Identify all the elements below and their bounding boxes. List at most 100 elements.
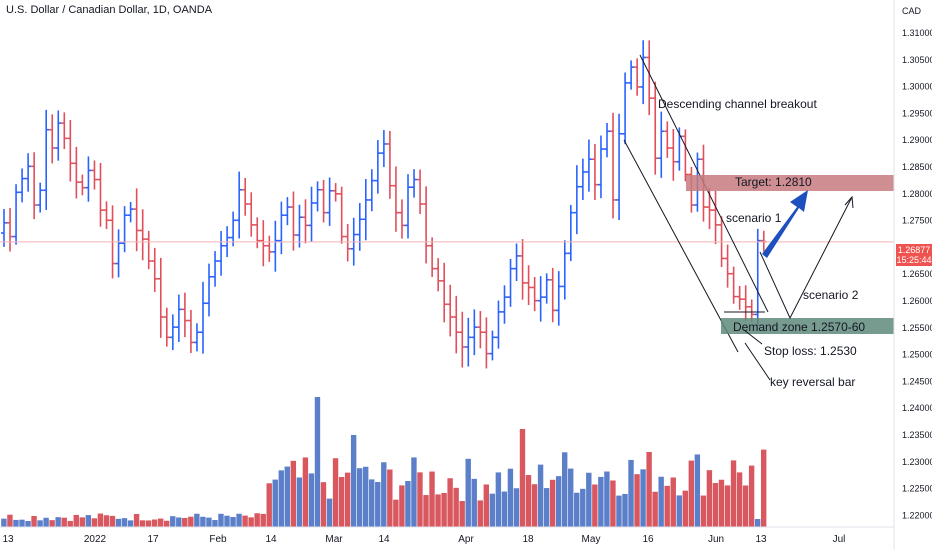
y-tick-label: 1.25000 xyxy=(902,350,932,360)
volume-bar xyxy=(628,459,634,527)
ohlc-bar xyxy=(163,307,170,347)
y-tick-label: 1.23000 xyxy=(902,457,932,467)
volume-bar xyxy=(435,494,441,527)
last-price-tag: 1.26877 15:25:44 xyxy=(896,244,932,266)
x-tick-label: 2022 xyxy=(84,534,107,545)
ohlc-bar xyxy=(103,201,110,230)
ohlc-bar xyxy=(736,285,743,310)
volume-bar xyxy=(495,472,502,527)
volume-bar xyxy=(1,518,7,527)
volume-bar xyxy=(242,515,248,527)
volume-bar xyxy=(230,517,236,527)
volume-bar xyxy=(381,462,387,527)
x-tick-label: Apr xyxy=(458,534,474,545)
volume-bar xyxy=(326,498,333,527)
volume-bar xyxy=(748,465,755,527)
scenario1-arrow xyxy=(762,190,808,258)
ohlc-bar xyxy=(248,192,255,237)
volume-bar xyxy=(694,454,701,527)
y-tick-label: 1.31000 xyxy=(902,28,932,38)
ohlc-bar xyxy=(423,186,430,264)
volume-bar xyxy=(332,458,339,527)
ohlc-bar xyxy=(212,251,219,287)
volume-bar xyxy=(272,479,278,527)
ohlc-bar xyxy=(236,171,243,239)
ohlc-bar xyxy=(465,317,472,367)
y-tick-label: 1.22500 xyxy=(902,484,932,494)
ohlc-bar xyxy=(417,169,424,214)
volume-bar xyxy=(501,491,508,527)
scenario2-label: scenario 2 xyxy=(803,288,859,302)
ohlc-bar xyxy=(610,112,617,219)
ohlc-bar xyxy=(712,190,719,245)
volume-bar xyxy=(465,458,471,527)
volume-bar xyxy=(200,516,206,527)
volume-bar xyxy=(91,518,98,527)
ohlc-bar xyxy=(374,140,381,194)
ohlc-bar xyxy=(13,184,20,245)
ohlc-bar xyxy=(362,178,369,241)
volume-bar xyxy=(586,472,592,527)
ohlc-bars xyxy=(1,40,767,369)
volume-bar xyxy=(284,466,291,527)
volume-bar xyxy=(344,472,351,527)
volume-bar xyxy=(151,519,158,527)
key-reversal-label: key reversal bar xyxy=(770,375,855,389)
y-tick-label: 1.25500 xyxy=(902,323,932,333)
volume-bar xyxy=(170,516,176,527)
ohlc-bar xyxy=(19,168,26,203)
ohlc-bar xyxy=(97,162,104,227)
ohlc-bar xyxy=(338,186,345,244)
y-tick-label: 1.24000 xyxy=(902,403,932,413)
volume-bar xyxy=(55,517,61,527)
ohlc-bar xyxy=(260,220,267,267)
ohlc-bar xyxy=(429,237,436,278)
ohlc-bar xyxy=(326,177,333,226)
channel-lower-line xyxy=(623,139,739,353)
volume-bar xyxy=(85,515,92,527)
volume-bar xyxy=(622,493,628,527)
volume-bar xyxy=(194,513,200,527)
volume-bar xyxy=(236,513,242,527)
volume-bar xyxy=(543,488,550,527)
volume-bar xyxy=(646,451,652,527)
volume-bar xyxy=(43,517,49,527)
volume-bar xyxy=(387,469,393,527)
volume-bar xyxy=(290,460,297,527)
volume-bar xyxy=(423,495,429,527)
annotation-layer: Descending channel breakout Target: 1.281… xyxy=(0,54,894,389)
x-tick-label: 13 xyxy=(2,534,14,545)
volume-bar xyxy=(706,470,713,527)
volume-bar xyxy=(574,492,580,527)
ohlc-bar xyxy=(284,197,291,226)
ohlc-bar xyxy=(604,122,610,158)
volume-bar xyxy=(742,485,749,527)
volume-bar xyxy=(61,517,67,527)
volume-bar xyxy=(176,517,182,527)
volume-bar xyxy=(640,469,646,527)
volume-bar xyxy=(314,397,321,527)
volume-bar xyxy=(31,516,37,527)
volume-bar xyxy=(363,466,369,527)
volume-bar xyxy=(483,484,489,527)
ohlc-bar xyxy=(278,201,285,255)
x-tick-label: Jul xyxy=(833,534,846,545)
ohlc-bar xyxy=(682,129,689,182)
y-tick-label: 1.26000 xyxy=(902,296,932,306)
volume-bar xyxy=(97,513,104,527)
ohlc-bar xyxy=(549,267,556,323)
ohlc-bar xyxy=(356,203,363,251)
volume-bar xyxy=(7,514,13,527)
x-tick-label: May xyxy=(582,534,601,545)
demand-zone-label: Demand zone 1.2570-60 xyxy=(733,320,865,334)
volume-bar xyxy=(441,492,447,527)
ohlc-bar xyxy=(254,217,261,249)
y-tick-label: 1.28000 xyxy=(902,189,932,199)
ohlc-bar xyxy=(411,169,418,198)
ohlc-bar xyxy=(290,191,297,251)
reversal-pointer xyxy=(744,342,771,381)
ohlc-bar xyxy=(634,58,641,96)
volume-bar xyxy=(700,495,707,527)
